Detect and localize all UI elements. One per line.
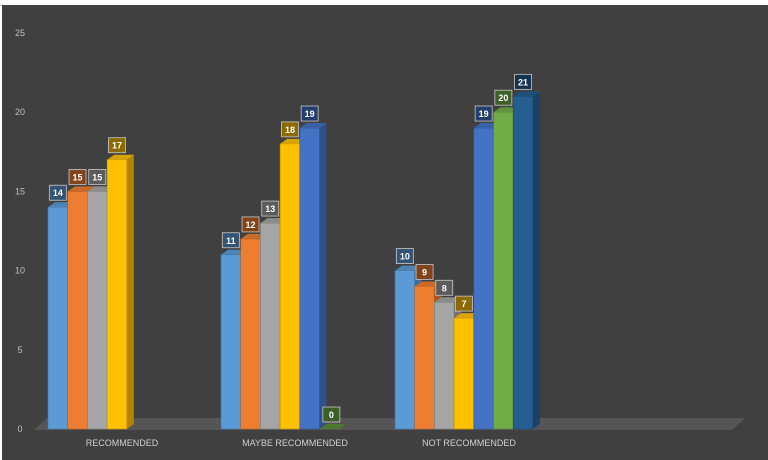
bar-top	[299, 123, 327, 129]
y-tick-label: 5	[17, 345, 22, 355]
bar-side	[532, 91, 540, 430]
bar	[493, 111, 514, 430]
bar	[220, 254, 242, 430]
data-label: 17	[112, 141, 122, 151]
bar-top	[107, 154, 134, 160]
data-label: 12	[246, 220, 256, 230]
data-label-box	[322, 406, 341, 423]
data-label-box	[474, 105, 493, 122]
data-label: 0	[329, 410, 334, 420]
data-label-box	[261, 200, 280, 217]
data-label: 11	[226, 236, 236, 246]
data-label: 19	[479, 109, 489, 119]
bar-top	[414, 281, 442, 287]
category-label: RECOMMENDED	[86, 438, 159, 448]
data-label: 7	[461, 299, 466, 309]
bar-chart: 0 5 10 15 20 25 RECOMMENDED 14 15 15 17 MAYBE RECOM…	[15, 28, 745, 448]
bar-side	[126, 154, 134, 429]
bar	[299, 127, 320, 430]
data-label: 15	[73, 172, 83, 182]
chart-floor	[34, 418, 745, 430]
data-label-box	[494, 89, 513, 106]
data-label: 15	[92, 172, 102, 182]
y-tick-label: 20	[15, 107, 25, 117]
bar-top	[67, 186, 95, 192]
data-label-box	[455, 295, 473, 312]
bar-top	[513, 91, 540, 97]
data-label-box	[281, 121, 299, 138]
bar	[414, 286, 435, 430]
bar	[87, 191, 108, 430]
chart-area: 0 5 10 15 20 25 RECOMMENDED 14 15 15 17 MAYBE RECOM…	[2, 5, 768, 460]
bar	[394, 270, 416, 430]
bar	[67, 191, 88, 430]
data-label-box	[108, 137, 126, 154]
data-label: 18	[285, 125, 295, 135]
data-label-box	[221, 232, 240, 249]
data-label-box	[48, 184, 67, 201]
data-label-box	[435, 279, 454, 296]
data-label: 9	[422, 267, 427, 277]
category-label: MAYBE RECOMMENDED	[242, 438, 348, 448]
data-label: 19	[305, 109, 315, 119]
data-label: 20	[498, 93, 508, 103]
data-label-box	[395, 248, 414, 265]
data-label: 21	[518, 77, 528, 87]
y-tick-label: 10	[15, 266, 25, 276]
bar	[106, 159, 128, 430]
bar	[260, 222, 281, 430]
bar	[473, 127, 494, 430]
bar-top	[434, 297, 462, 303]
data-label-box	[241, 216, 260, 233]
category-label: NOT RECOMMENDED	[422, 438, 516, 448]
data-label-box	[415, 264, 434, 280]
bar-top	[319, 424, 347, 429]
data-label-box	[68, 168, 87, 185]
bar	[434, 301, 455, 430]
data-label-box	[514, 73, 532, 90]
bar	[47, 206, 69, 430]
data-label: 13	[265, 204, 275, 214]
bar-top	[395, 265, 422, 271]
bar	[240, 238, 261, 430]
data-label-box	[300, 105, 319, 122]
y-tick-label: 15	[15, 186, 25, 196]
bar	[279, 143, 301, 430]
data-label-box	[88, 168, 107, 185]
y-tick-label: 25	[15, 28, 25, 38]
bar	[453, 317, 475, 430]
bar	[512, 96, 534, 430]
data-label: 10	[400, 252, 410, 262]
data-label: 14	[53, 188, 63, 198]
y-tick-label: 0	[17, 424, 22, 434]
data-label: 8	[442, 283, 447, 293]
bar-side	[319, 123, 327, 429]
